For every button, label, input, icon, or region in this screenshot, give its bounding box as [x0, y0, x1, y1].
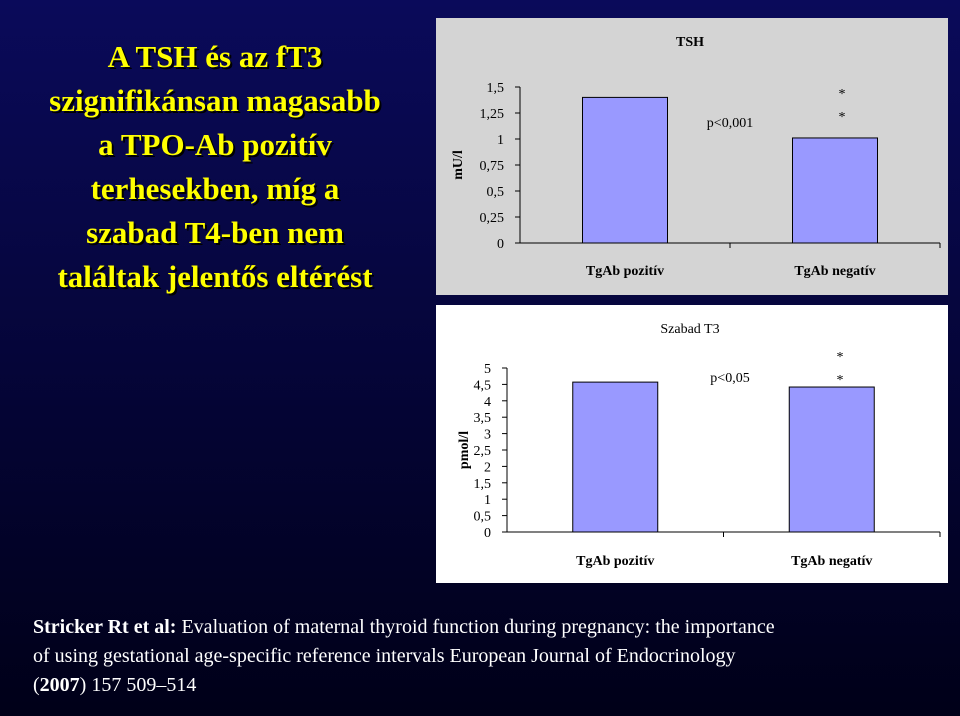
- citation-text: ) 157 509–514: [80, 674, 197, 696]
- y-axis-label: pmol/l: [457, 431, 472, 469]
- title-line: találtak jelentős eltérést: [57, 259, 373, 294]
- x-tick-label: TgAb pozitív: [576, 554, 654, 569]
- bar: [792, 137, 878, 244]
- bar: [572, 381, 659, 533]
- citation-authors: Stricker Rt et al:: [33, 616, 176, 638]
- y-tick-label: 4,5: [474, 378, 492, 393]
- y-tick-label: 0,25: [480, 211, 505, 226]
- annotation: *: [839, 87, 846, 102]
- title-line: A TSH és az fT3: [108, 39, 323, 74]
- bar: [788, 386, 875, 533]
- title-shadow: szignifikánsan magasabb: [51, 85, 383, 120]
- charts: TSH mU/l 0 0,25 0,5 0,75 1 1,25 1,5 TgAb pozitív T…: [436, 18, 948, 583]
- citation-year: 2007: [40, 674, 80, 696]
- citation-text: (: [33, 674, 40, 696]
- citation-line: (2007) 157 509–514: [33, 674, 196, 696]
- y-tick-label: 0: [484, 526, 491, 541]
- title-shadow: A TSH és az fT3: [110, 41, 325, 76]
- y-tick-label: 1,25: [480, 107, 505, 122]
- annotation: *: [839, 110, 846, 125]
- y-tick-label: 1,5: [474, 477, 492, 492]
- citation-line: of using gestational age-specific refere…: [33, 645, 736, 667]
- citation-text: Evaluation of maternal thyroid function …: [181, 616, 774, 638]
- y-tick-label: 3: [484, 428, 491, 443]
- y-axis-label: mU/l: [451, 150, 466, 180]
- y-tick-label: 0,5: [487, 185, 505, 200]
- y-tick-label: 4: [484, 395, 491, 410]
- y-tick-label: 2: [484, 460, 491, 475]
- y-tick-label: 1: [484, 493, 491, 508]
- x-tick-label: TgAb pozitív: [586, 264, 664, 279]
- y-tick-label: 1: [497, 133, 504, 148]
- y-tick-label: 0,5: [474, 510, 492, 525]
- title-shadow: a TPO-Ab pozitív: [100, 129, 334, 164]
- title-shadow: szabad T4-ben nem: [88, 217, 346, 252]
- annotation: *: [837, 350, 844, 365]
- bar: [582, 96, 668, 244]
- title-line: terhesekben, míg a: [91, 171, 340, 206]
- title-shadow: találtak jelentős eltérést: [59, 261, 375, 296]
- chart: Szabad T3 pmol/l 00,5 11,5 22,53 3,54 4,55 TgAb…: [436, 305, 948, 583]
- y-tick-label: 0,75: [480, 159, 505, 174]
- y-tick-label: 2,5: [474, 444, 492, 459]
- x-tick-label: TgAb negatív: [791, 554, 872, 569]
- x-tick-label: TgAb negatív: [794, 264, 875, 279]
- y-tick-label: 3,5: [474, 411, 492, 426]
- annotation: p<0,001: [707, 116, 753, 131]
- title-line: a TPO-Ab pozitív: [98, 127, 332, 162]
- y-tick-label: 1,5: [487, 81, 505, 96]
- chart-title: TSH: [676, 35, 704, 50]
- annotation: p<0,05: [710, 371, 749, 386]
- chart: TSH mU/l 0 0,25 0,5 0,75 1 1,25 1,5 TgAb pozitív T…: [436, 18, 948, 295]
- title-shadow: terhesekben, míg a: [93, 173, 342, 208]
- citation-line: Stricker Rt et al: Evaluation of materna…: [33, 616, 775, 638]
- title-line: szignifikánsan magasabb: [49, 83, 381, 118]
- annotation: *: [837, 373, 844, 388]
- y-tick-label: 0: [497, 237, 504, 252]
- y-tick-label: 5: [484, 362, 491, 377]
- title-line: szabad T4-ben nem: [86, 215, 344, 250]
- chart-title: Szabad T3: [660, 322, 719, 337]
